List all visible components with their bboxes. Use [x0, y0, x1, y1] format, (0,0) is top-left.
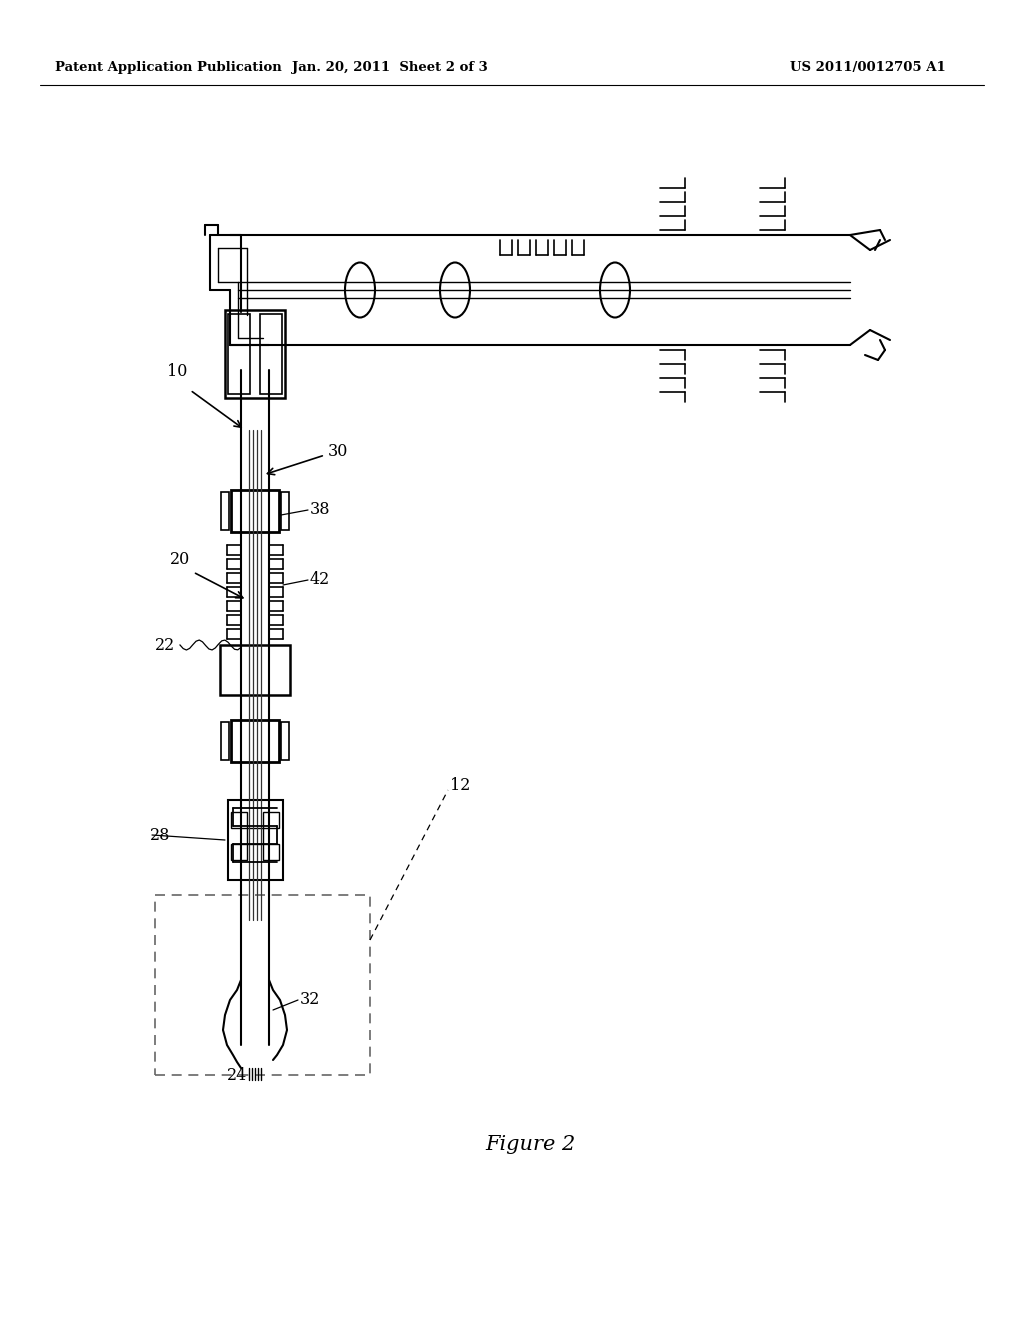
Bar	[281, 722, 289, 760]
Text: 42: 42	[310, 572, 331, 589]
Text: US 2011/0012705 A1: US 2011/0012705 A1	[790, 62, 946, 74]
Text: Patent Application Publication: Patent Application Publication	[55, 62, 282, 74]
Text: 22: 22	[155, 636, 175, 653]
Bar	[260, 314, 282, 393]
Text: Figure 2: Figure 2	[485, 1135, 575, 1155]
Text: 20: 20	[170, 552, 190, 569]
Text: 10: 10	[167, 363, 187, 380]
Bar	[263, 812, 279, 828]
Bar	[228, 800, 283, 880]
Text: 28: 28	[150, 826, 170, 843]
Text: Jan. 20, 2011  Sheet 2 of 3: Jan. 20, 2011 Sheet 2 of 3	[292, 62, 487, 74]
Bar	[247, 828, 263, 843]
Text: 38: 38	[310, 502, 331, 519]
Text: 12: 12	[450, 776, 470, 793]
Bar	[225, 310, 285, 399]
Text: 30: 30	[328, 444, 348, 461]
Bar	[221, 722, 229, 760]
Text: 32: 32	[300, 991, 321, 1008]
Bar	[281, 492, 289, 531]
Bar	[263, 843, 279, 861]
Ellipse shape	[345, 263, 375, 318]
Bar	[228, 314, 250, 393]
Ellipse shape	[600, 263, 630, 318]
Bar	[231, 843, 247, 861]
Bar	[155, 895, 370, 1074]
Bar	[231, 490, 279, 532]
Text: 24: 24	[227, 1067, 247, 1084]
Bar	[231, 812, 247, 828]
Bar	[221, 492, 229, 531]
Bar	[231, 719, 279, 762]
Bar	[220, 645, 290, 696]
Ellipse shape	[440, 263, 470, 318]
